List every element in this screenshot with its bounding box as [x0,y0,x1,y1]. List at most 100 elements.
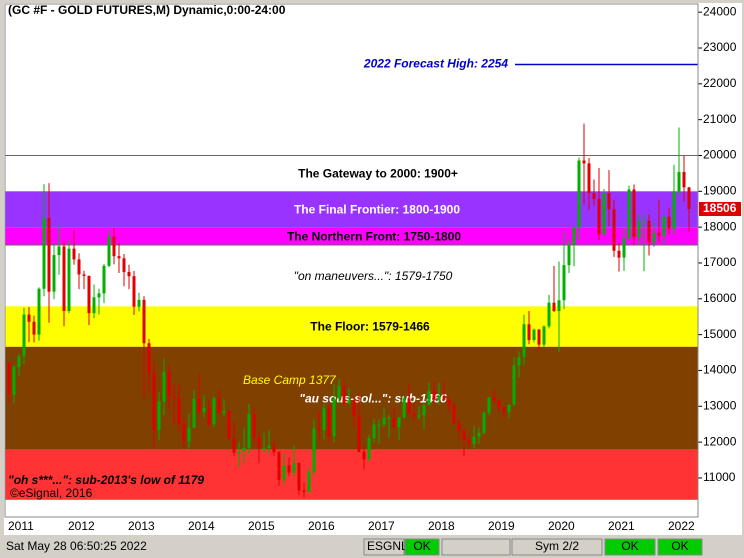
candle-body [252,413,256,438]
candle-body [322,408,326,430]
candle-body [207,407,211,425]
candle-body [97,293,101,298]
candle-body [37,288,41,335]
x-tick-label: 2020 [548,519,575,533]
zone [5,245,698,307]
zone [5,227,698,246]
candle-body [457,423,461,431]
candle-body [662,216,666,236]
candle-body [532,329,536,341]
candle-body [402,398,406,418]
candle-body [262,447,266,449]
candle-body [602,193,606,235]
candle-body [497,400,501,408]
zone [5,306,698,347]
candle-body [387,417,391,419]
candle-body [32,321,36,335]
candle-body [682,171,686,188]
candle-body [27,314,31,322]
candle-body [442,396,446,400]
status-box [511,538,603,556]
candle-body [282,465,286,480]
candle-body [127,271,131,277]
last-price-label: 18506 [703,201,737,215]
candle-body [547,302,551,327]
zone-label: "au sous-sol...": sub-1466 [299,391,447,405]
candle-body [312,428,316,472]
candle-body [502,407,506,412]
candle-body [122,258,126,272]
candle-body [622,238,626,258]
candle-body [412,413,416,417]
candle-body [647,220,651,243]
candle-body [257,437,261,449]
zone-label: The Floor: 1579-1466 [310,320,430,334]
candle-body [427,390,431,406]
status-box [441,538,511,556]
candle-body [522,324,526,358]
x-tick-label: 2016 [308,519,335,533]
y-tick-label: 19000 [703,183,737,197]
annotation: Base Camp 1377 [243,373,337,387]
candle-body [197,398,201,413]
candle-body [117,256,121,259]
zone-label: The Final Frontier: 1800-1900 [294,202,460,216]
candle-body [112,236,116,257]
x-tick-label: 2017 [368,519,395,533]
y-tick-label: 14000 [703,363,737,377]
candle-body [192,398,196,428]
candle-body [157,401,161,430]
candle-body [337,385,341,399]
zone [5,449,698,500]
status-feed: ESGNL: [367,539,411,553]
candle-body [482,412,486,433]
y-tick-label: 22000 [703,76,737,90]
candle-body [67,248,71,311]
candle-body [137,299,141,307]
status-ok [604,538,656,556]
candle-body [642,220,646,222]
status-datetime: Sat May 28 06:50:25 2022 [6,539,147,553]
candle-body [557,300,561,311]
candle-body [87,275,91,314]
candle-body [527,324,531,341]
candle-body [72,248,76,260]
candle-body [587,163,591,194]
candle-body [152,372,156,430]
x-tick-label: 2013 [128,519,155,533]
y-tick-label: 21000 [703,112,737,126]
candle-body [82,274,86,276]
x-tick-label: 2014 [188,519,215,533]
y-tick-label: 16000 [703,291,737,305]
chart-title: (GC #F - GOLD FUTURES,M) Dynamic,0:00-24… [8,3,286,17]
x-tick-label: 2019 [488,519,515,533]
candle-body [227,410,231,439]
candle-body [632,189,636,238]
candle-body [617,250,621,258]
candle-body [232,438,236,453]
candle-body [577,160,581,228]
y-tick-label: 18000 [703,219,737,233]
y-tick-label: 23000 [703,40,737,54]
candle-body [582,160,586,164]
x-tick-label: 2015 [248,519,275,533]
y-tick-label: 12000 [703,434,737,448]
candle-body [607,193,611,210]
status-ok-2: OK [671,539,688,553]
status-ok [404,538,440,556]
candle-body [247,413,251,448]
candle-body [592,193,596,199]
candle-body [537,329,541,345]
status-ok-1: OK [621,539,638,553]
x-tick-label: 2018 [428,519,455,533]
y-tick-label: 13000 [703,398,737,412]
candle-body [542,326,546,345]
candle-body [627,189,631,239]
x-tick-label: 2022 [668,519,695,533]
candle-body [397,417,401,428]
candle-body [562,265,566,301]
candle-body [92,297,96,314]
candle-body [392,417,396,428]
candle-body [142,299,146,344]
candle-body [272,445,276,453]
